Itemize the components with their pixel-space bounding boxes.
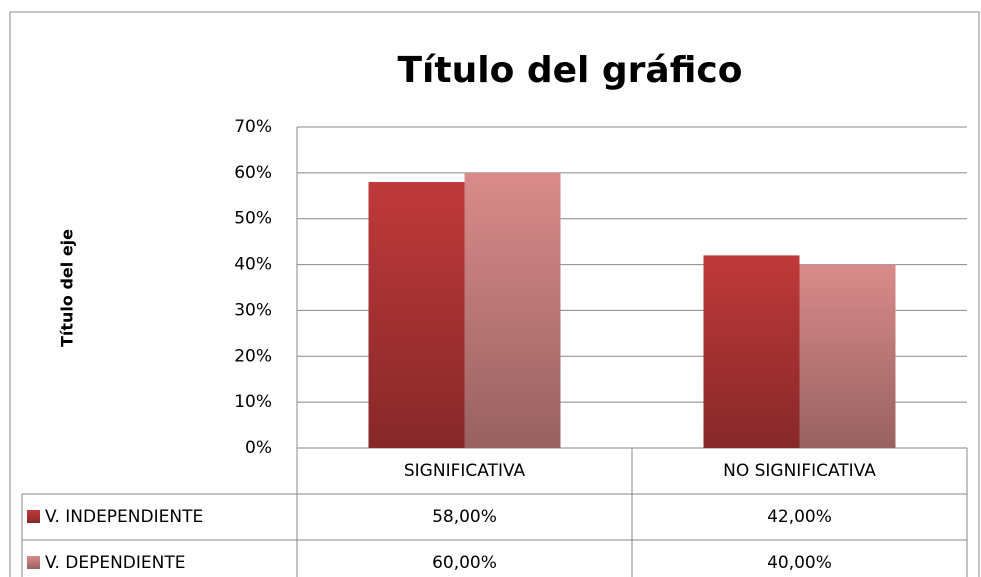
bar-shade bbox=[799, 264, 896, 448]
table-value: 60,00% bbox=[432, 553, 497, 573]
y-tick-label: 50% bbox=[234, 209, 272, 229]
chart-title: Título del gráfico bbox=[398, 50, 743, 91]
table-value: 40,00% bbox=[767, 553, 832, 573]
y-tick-label: 60% bbox=[234, 163, 272, 183]
legend-key-shade bbox=[27, 510, 40, 523]
bar-shade bbox=[464, 172, 561, 448]
y-tick-label: 40% bbox=[234, 255, 272, 275]
y-tick-label: 70% bbox=[234, 117, 272, 137]
y-tick-label: 20% bbox=[234, 346, 272, 366]
legend-label: V. INDEPENDIENTE bbox=[45, 507, 203, 527]
bar-shade bbox=[703, 255, 800, 448]
table-value: 42,00% bbox=[767, 507, 832, 527]
y-axis-title: Título del eje bbox=[58, 229, 77, 347]
legend-key-shade bbox=[27, 556, 40, 569]
table-value: 58,00% bbox=[432, 507, 497, 527]
y-tick-label: 30% bbox=[234, 300, 272, 320]
x-tick-label: NO SIGNIFICATIVA bbox=[723, 461, 876, 481]
legend-label: V. DEPENDIENTE bbox=[45, 553, 185, 573]
x-tick-label: SIGNIFICATIVA bbox=[404, 461, 526, 481]
y-tick-label: 10% bbox=[234, 392, 272, 412]
bar-shade bbox=[368, 182, 465, 448]
y-tick-label: 0% bbox=[245, 438, 272, 458]
